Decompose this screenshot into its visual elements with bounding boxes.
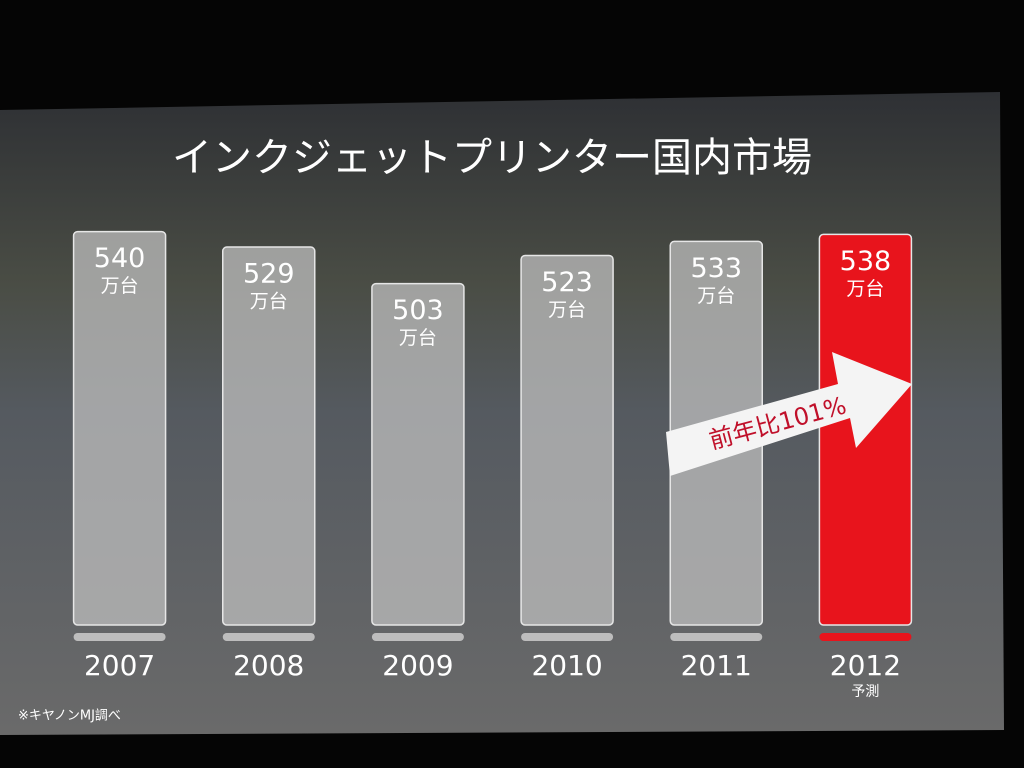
unit-label: 万台 <box>250 291 288 313</box>
bar <box>72 230 167 626</box>
x-tick-label: 2007 <box>84 649 155 682</box>
x-tick-label: 2012 <box>830 649 901 682</box>
value-label: 538 <box>840 246 892 277</box>
value-label: 503 <box>392 295 444 326</box>
baseline-bar <box>670 633 763 641</box>
category-note: 予測 <box>851 684 879 700</box>
value-label: 523 <box>541 267 593 298</box>
unit-label: 万台 <box>399 327 437 349</box>
x-tick-label: 2011 <box>681 649 752 682</box>
unit-label: 万台 <box>697 285 735 307</box>
baseline-bar <box>73 633 166 641</box>
bar <box>371 282 465 626</box>
baseline-bar <box>521 633 614 641</box>
arrow <box>666 352 912 476</box>
unit-label: 万台 <box>101 275 139 297</box>
unit-label: 万台 <box>548 299 586 321</box>
x-tick-label: 2009 <box>382 649 453 682</box>
chart-title: インクジェットプリンター国内市場 <box>172 135 812 181</box>
value-label: 529 <box>243 259 295 290</box>
source-note: ※キヤノンMJ調べ <box>18 709 121 724</box>
baseline-bar <box>371 633 464 641</box>
baseline-bar <box>819 633 912 641</box>
bar <box>222 246 316 626</box>
x-tick-label: 2010 <box>531 649 602 682</box>
value-label: 540 <box>94 243 146 274</box>
unit-label: 万台 <box>846 278 884 300</box>
value-label: 533 <box>690 253 742 284</box>
plot: 540万台2007529万台2008503万台2009523万台2010533万… <box>72 230 913 700</box>
bar <box>520 254 614 626</box>
baseline-bar <box>222 633 315 641</box>
x-tick-label: 2008 <box>233 649 304 682</box>
